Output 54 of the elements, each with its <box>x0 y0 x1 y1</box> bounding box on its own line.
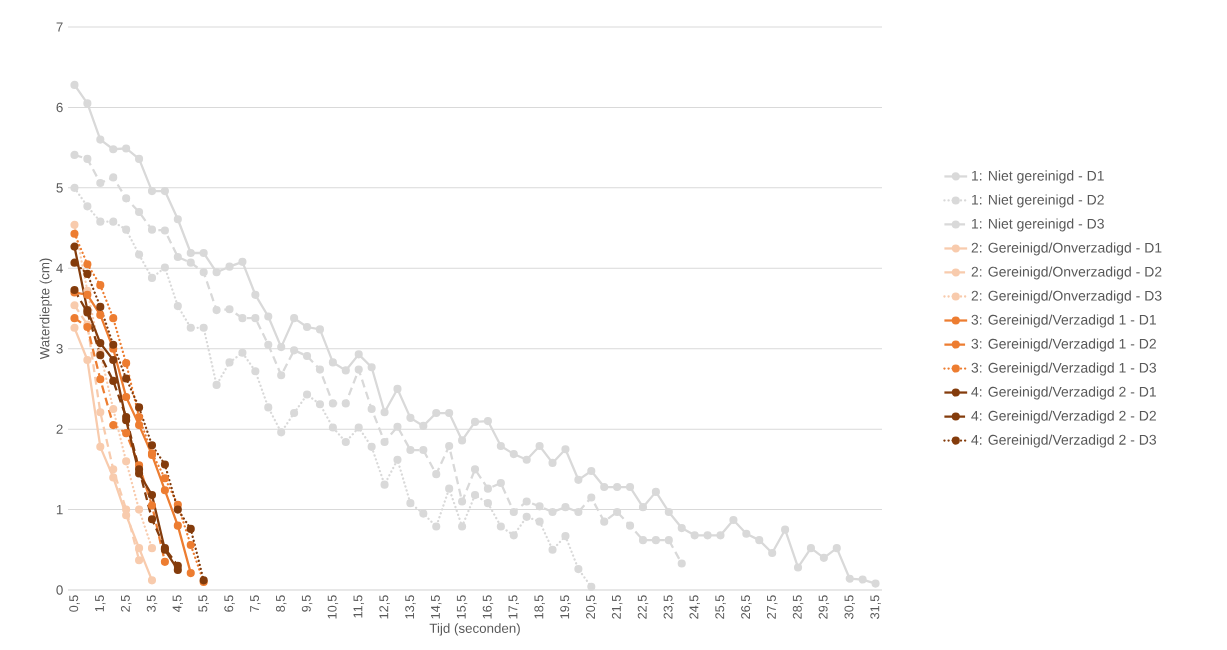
legend-label: 3: Gereinigd/Verzadigd 1 - D2 <box>971 338 1156 352</box>
legend-label: 4: Gereinigd/Verzadigd 2 - D3 <box>971 434 1157 448</box>
x-tick-label: 20,5 <box>586 595 597 619</box>
y-tick-label: 1 <box>56 504 63 515</box>
x-tick-label: 7,5 <box>250 595 261 612</box>
x-tick-label: 25,5 <box>715 595 726 619</box>
legend-label: 2: Gereinigd/Onverzadigd - D3 <box>971 290 1162 304</box>
x-tick-label: 29,5 <box>818 595 830 619</box>
legend-label: 3: Gereinigd/Verzadigd 1 - D1 <box>971 314 1156 328</box>
x-tick-label: 9,5 <box>301 595 313 612</box>
x-tick-label: 17,5 <box>508 595 519 619</box>
legend-label: 2: Gereinigd/Onverzadigd - D2 <box>971 266 1162 280</box>
x-tick-label: 6,5 <box>224 595 235 612</box>
x-tick-label: 31,5 <box>870 595 881 619</box>
legend-label: 3: Gereinigd/Verzadigd 1 - D3 <box>971 362 1157 376</box>
x-tick-label: 8,5 <box>275 595 287 612</box>
x-axis-title: Tijd (seconden) <box>429 623 520 636</box>
x-tick-label: 28,5 <box>792 595 804 619</box>
legend-label: 4: Gereinigd/Verzadigd 2 - D2 <box>971 410 1156 424</box>
x-tick-label: 30,5 <box>844 595 855 619</box>
x-tick-label: 5,5 <box>198 595 209 612</box>
x-tick-label: 18,5 <box>534 595 545 619</box>
legend-label: 1: Niet gereinigd - D3 <box>972 218 1104 232</box>
x-tick-label: 0,5 <box>69 595 80 612</box>
legend-label: 1: Niet gereinigd - D2 <box>972 194 1104 208</box>
x-tick-label: 19,5 <box>560 595 571 619</box>
x-tick-label: 21,5 <box>611 595 623 619</box>
x-tick-label: 13,5 <box>405 595 416 619</box>
legend-label: 1: Niet gereinigd - D1 <box>972 170 1104 184</box>
y-tick-label: 2 <box>56 424 63 434</box>
y-tick-label: 0 <box>56 585 63 595</box>
x-tick-label: 1,5 <box>95 595 106 612</box>
x-tick-label: 3,5 <box>146 595 158 612</box>
y-tick-label: 3 <box>56 344 63 354</box>
y-tick-label: 6 <box>56 102 63 113</box>
x-tick-label: 23,5 <box>663 595 675 619</box>
legend-label: 2: Gereinigd/Onverzadigd - D1 <box>971 242 1162 256</box>
x-tick-label: 2,5 <box>120 595 132 612</box>
y-tick-label: 4 <box>56 263 63 273</box>
legend-label: 4: Gereinigd/Verzadigd 2 - D1 <box>971 386 1156 400</box>
x-tick-label: 27,5 <box>766 595 778 619</box>
x-tick-label: 10,5 <box>327 595 339 619</box>
y-axis-title: Waterdiepte (cm) <box>39 258 53 360</box>
x-tick-label: 24,5 <box>689 595 700 619</box>
x-tick-label: 4,5 <box>172 595 184 613</box>
y-tick-label: 5 <box>56 183 63 193</box>
x-tick-label: 26,5 <box>741 595 752 619</box>
x-tick-label: 14,5 <box>431 595 442 619</box>
x-tick-label: 11,5 <box>353 595 364 618</box>
x-tick-label: 15,5 <box>456 595 468 619</box>
y-tick-label: 7 <box>56 22 63 32</box>
x-tick-label: 12,5 <box>379 595 390 619</box>
x-tick-label: 16,5 <box>482 595 494 619</box>
x-tick-label: 22,5 <box>637 595 649 619</box>
